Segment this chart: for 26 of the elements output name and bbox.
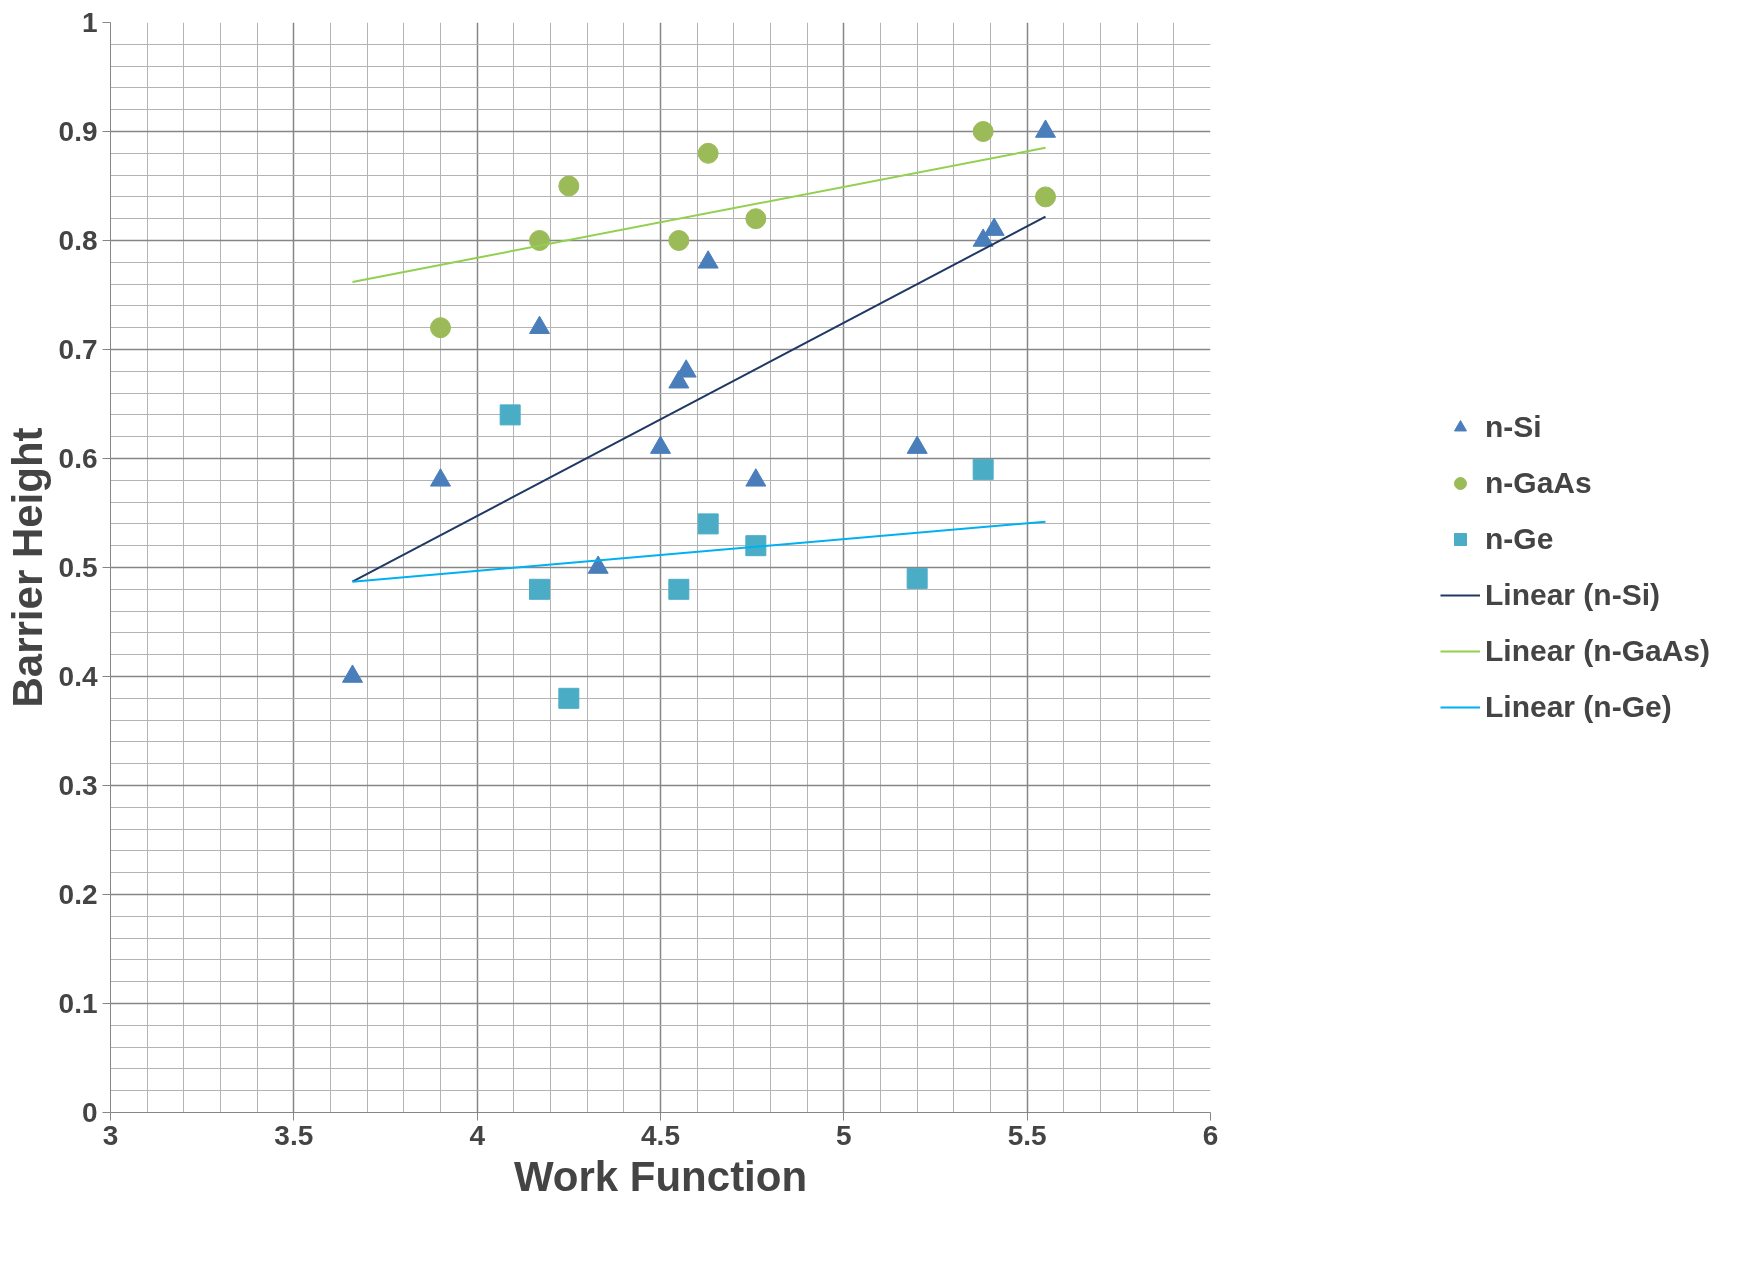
y-tick-label: 1 (81, 7, 98, 38)
x-tick-label: 3.5 (274, 1119, 314, 1151)
legend-label: n-Ge (1484, 522, 1554, 556)
y-tick-label: 0.8 (58, 225, 98, 256)
legend-label: Linear (n-Ge) (1484, 690, 1672, 724)
legend-label: n-Si (1484, 410, 1542, 444)
y-tick-label: 0.4 (58, 661, 98, 692)
y-tick-label: 0.3 (58, 770, 98, 801)
y-tick-label: 0.1 (58, 988, 98, 1019)
y-tick-label: 0 (81, 1097, 98, 1128)
x-axis-title: Work Function (513, 1152, 808, 1200)
y-tick-label: 0.9 (58, 116, 98, 147)
y-tick-label: 0.5 (58, 552, 98, 583)
legend-label: Linear (n-GaAs) (1484, 634, 1711, 668)
x-tick-label: 6 (1202, 1119, 1219, 1151)
x-tick-label: 5.5 (1007, 1119, 1047, 1151)
y-tick-label: 0.7 (58, 334, 98, 365)
legend-label: n-GaAs (1484, 466, 1592, 500)
x-tick-label: 4 (469, 1119, 486, 1151)
legend-label: Linear (n-Si) (1484, 578, 1660, 612)
y-tick-label: 0.6 (58, 443, 98, 474)
y-tick-label: 0.2 (58, 879, 98, 910)
x-tick-label: 4.5 (641, 1119, 680, 1151)
x-tick-label: 3 (102, 1119, 119, 1151)
x-tick-label: 5 (836, 1119, 852, 1151)
y-axis-title: Barrier Height (3, 427, 51, 708)
